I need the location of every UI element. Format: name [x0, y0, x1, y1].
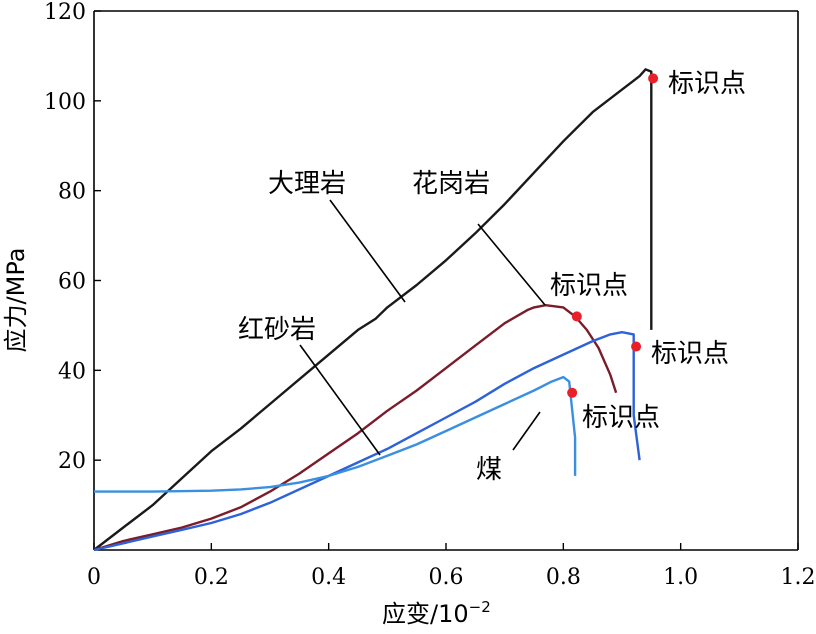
leader-lines: [299, 199, 546, 456]
x-axis-title-exponent: −2: [469, 598, 491, 616]
series-line-red-sandstone: [93, 331, 641, 552]
marker-label-red-sandstone: 标识点: [651, 339, 729, 369]
marker-label-coal: 标识点: [582, 403, 660, 433]
x-tick-label: 0.6: [429, 565, 464, 590]
series-line-granite: [93, 304, 618, 552]
y-tick-label: 120: [44, 0, 86, 25]
y-tick-label: 80: [58, 180, 86, 205]
x-tick-label: 1.2: [781, 565, 816, 590]
marker-label-marble: 标识点: [668, 69, 746, 99]
series-line-coal: [94, 375, 577, 493]
series-label-coal: 煤: [476, 455, 502, 485]
series-label-granite: 花岗岩: [412, 169, 490, 199]
x-tick-label: 0.2: [194, 565, 229, 590]
y-tick-label: 60: [58, 270, 86, 295]
series-label-marble: 大理岩: [268, 169, 346, 199]
granite-leader-line: [477, 223, 546, 306]
y-tick-label: 20: [58, 449, 86, 474]
marble-leader-line: [329, 199, 406, 303]
identification-point-marker: [631, 341, 642, 352]
x-tick-label: 0.4: [311, 565, 346, 590]
coal-leader-line: [512, 411, 541, 451]
y-axis-title: 应力/MPa: [2, 248, 30, 353]
identification-point-marker: [567, 387, 578, 398]
x-tick-label: 0: [87, 565, 101, 590]
identification-points: [567, 73, 659, 398]
x-tick-label: 0.8: [546, 565, 581, 590]
marker-label-granite: 标识点: [550, 271, 628, 301]
x-tick-label: 1.0: [663, 565, 698, 590]
red-sandstone-leader-line: [299, 344, 381, 456]
identification-point-marker: [648, 73, 659, 84]
series-label-red-sandstone: 红砂岩: [238, 315, 316, 345]
x-axis-title: 应变/10−2: [382, 598, 491, 628]
y-tick-label: 100: [44, 90, 86, 115]
axis-ticks: 0 0.2 0.4 0.6 0.8 1.0 1.2 20 40 60 80 100 120: [44, 0, 816, 590]
x-axis-title-text: 应变/10: [382, 600, 469, 628]
series-lines: [93, 68, 653, 552]
y-tick-label: 40: [58, 359, 86, 384]
series-line-marble: [93, 68, 653, 551]
identification-point-marker: [571, 311, 582, 322]
